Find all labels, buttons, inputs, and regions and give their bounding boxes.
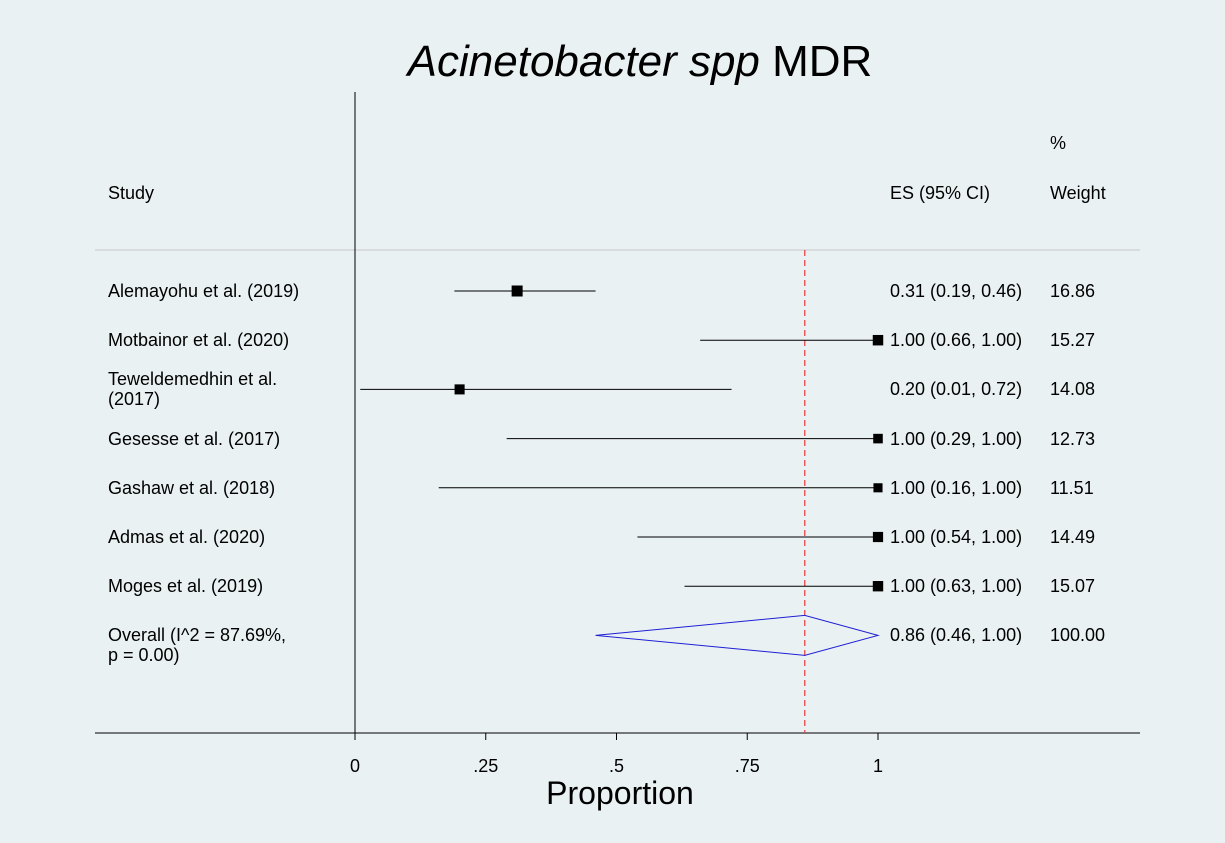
weight-label: 11.51	[1050, 477, 1094, 498]
effect-marker	[511, 285, 523, 297]
es-label: 0.20 (0.01, 0.72)	[890, 379, 1023, 400]
es-header: ES (95% CI)	[890, 183, 991, 203]
x-tick-label: 1	[872, 756, 884, 776]
x-tick-label: .75	[734, 756, 760, 776]
weight-header: Weight	[1050, 183, 1106, 203]
x-tick-label: .5	[608, 756, 625, 776]
x-tick-label: .25	[473, 756, 499, 776]
effect-marker	[872, 581, 884, 592]
es-label: 0.31 (0.19, 0.46)	[890, 281, 1023, 301]
study-label: Gashaw et al. (2018)	[108, 477, 276, 498]
study-label: Admas et al. (2020)	[108, 527, 266, 547]
effect-marker	[873, 433, 883, 444]
weight-label: 14.49	[1050, 527, 1096, 547]
chart-title: Acinetobacter spp MDR	[408, 37, 873, 87]
weight-label: 15.27	[1050, 330, 1096, 351]
es-label: 1.00 (0.16, 1.00)	[890, 477, 1023, 498]
effect-marker	[872, 531, 884, 543]
effect-marker	[873, 483, 883, 493]
study-label: Motbainor et al. (2020)	[108, 330, 290, 351]
weight-label: 16.86	[1050, 281, 1096, 301]
es-label: 1.00 (0.66, 1.00)	[890, 330, 1023, 351]
weight-label: 15.07	[1050, 576, 1096, 597]
title-species: Acinetobacter spp	[407, 37, 760, 86]
study-header: Study	[108, 183, 155, 203]
overall-weight-label: 100.00	[1050, 625, 1106, 646]
study-label: Gesesse et al. (2017)	[108, 428, 281, 449]
es-label: 1.00 (0.54, 1.00)	[890, 527, 1023, 547]
overall-label: Overall (I^2 = 87.69%, p = 0.00)	[108, 625, 287, 666]
x-tick-label: 0	[349, 756, 361, 776]
overall-diamond	[595, 614, 880, 656]
effect-marker	[872, 334, 884, 346]
es-label: 1.00 (0.29, 1.00)	[890, 428, 1023, 449]
title-suffix: MDR	[772, 37, 873, 86]
x-axis-title: Proportion	[546, 775, 694, 811]
effect-marker	[454, 384, 465, 395]
study-label: Moges et al. (2019)	[108, 576, 264, 597]
study-label: Teweldemedhin et al. (2017)	[108, 369, 278, 410]
weight-header-top: %	[1050, 133, 1067, 153]
weight-label: 12.73	[1050, 428, 1096, 449]
weight-label: 14.08	[1050, 379, 1096, 400]
overall-es-label: 0.86 (0.46, 1.00)	[890, 625, 1023, 646]
study-label: Alemayohu et al. (2019)	[108, 281, 300, 301]
es-label: 1.00 (0.63, 1.00)	[890, 576, 1023, 597]
